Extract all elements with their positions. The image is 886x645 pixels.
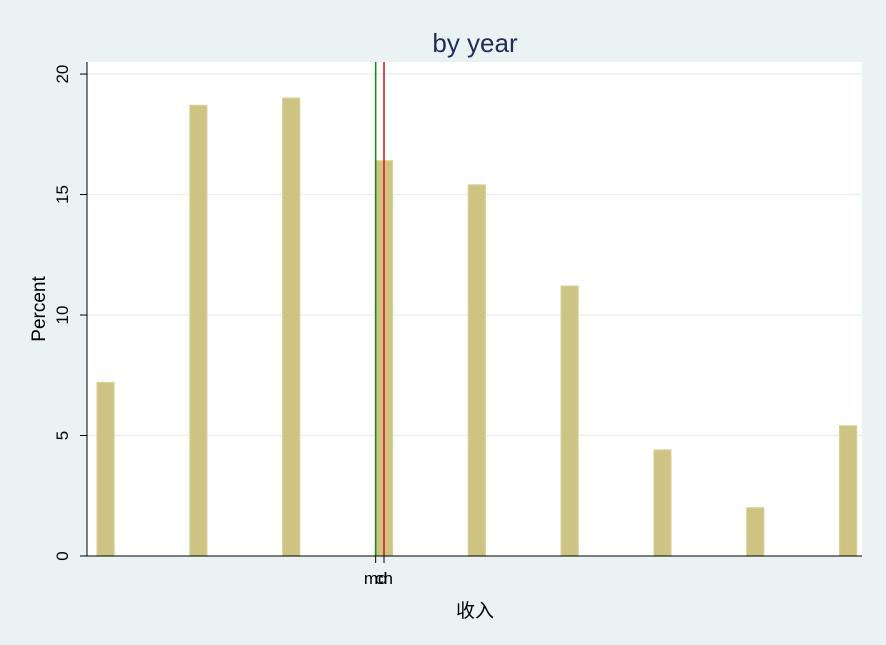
bar	[467, 184, 486, 557]
y-tick-label: 5	[53, 431, 72, 440]
x-axis-title: 收入	[456, 600, 494, 622]
y-tick-label: 15	[53, 185, 72, 204]
y-axis-title: Percent	[29, 276, 50, 342]
bar	[96, 381, 115, 557]
bars	[96, 97, 858, 557]
bar	[653, 449, 672, 557]
chart-title: by year	[432, 28, 518, 58]
bar	[560, 285, 579, 557]
bar	[746, 507, 765, 557]
bar	[189, 104, 208, 557]
bar	[282, 97, 301, 557]
y-tick-label: 10	[53, 306, 72, 325]
reference-lines	[374, 62, 385, 556]
x-tick-label-md: md	[364, 569, 388, 588]
y-tick-label: 20	[53, 65, 72, 84]
y-tick-label: 0	[53, 551, 72, 560]
x-tick-label-ch: ch	[375, 569, 393, 588]
bar	[838, 425, 858, 557]
